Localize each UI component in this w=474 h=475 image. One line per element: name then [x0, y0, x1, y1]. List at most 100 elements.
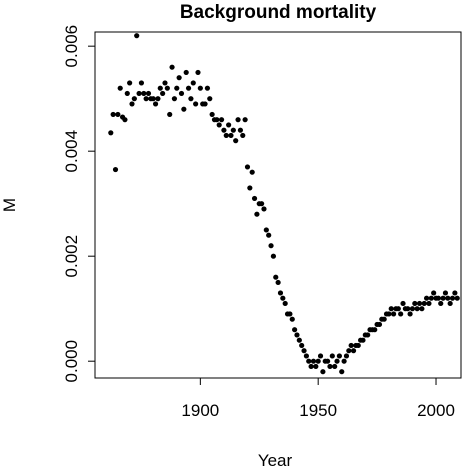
point — [204, 85, 211, 91]
point — [247, 185, 253, 191]
point — [266, 232, 272, 238]
point — [388, 306, 394, 312]
point — [428, 295, 434, 301]
point — [259, 201, 265, 207]
point — [190, 80, 196, 86]
point — [416, 300, 423, 307]
point — [426, 300, 432, 307]
point — [423, 295, 430, 301]
point — [317, 353, 324, 359]
point — [306, 358, 312, 364]
point — [270, 253, 277, 259]
point — [136, 90, 142, 97]
point — [327, 363, 333, 370]
point — [294, 332, 300, 338]
point — [282, 300, 288, 307]
point — [400, 300, 406, 307]
point — [221, 127, 227, 133]
point — [167, 111, 173, 118]
point — [122, 117, 128, 123]
point — [320, 369, 326, 375]
point — [141, 90, 147, 97]
point — [372, 327, 378, 333]
point — [435, 295, 441, 301]
point — [315, 358, 321, 364]
point — [185, 85, 192, 91]
point — [164, 85, 170, 91]
point — [438, 300, 444, 307]
point — [339, 369, 345, 375]
point — [155, 96, 161, 102]
point — [275, 279, 281, 286]
point — [183, 69, 189, 76]
point — [395, 306, 401, 312]
y-tick-label: 0.004 — [62, 130, 81, 173]
point — [421, 300, 427, 307]
point — [193, 101, 199, 107]
point — [251, 195, 258, 202]
point — [162, 80, 168, 86]
point — [386, 311, 392, 317]
point — [332, 363, 338, 370]
x-tick-label: 1900 — [181, 401, 219, 420]
point — [181, 106, 187, 112]
point — [115, 111, 121, 118]
point — [355, 342, 361, 349]
point — [381, 316, 387, 322]
point — [442, 290, 449, 296]
point — [414, 306, 420, 312]
point — [117, 85, 123, 91]
plot-frame — [94, 31, 462, 379]
point — [263, 227, 269, 233]
point — [412, 300, 418, 307]
y-tick-label: 0.002 — [62, 235, 81, 278]
point — [346, 348, 352, 354]
point — [277, 290, 284, 296]
point — [134, 33, 140, 39]
point — [299, 342, 305, 349]
point — [235, 117, 241, 123]
point — [127, 80, 133, 86]
point — [431, 290, 437, 296]
point — [419, 306, 425, 312]
point — [169, 64, 175, 70]
point — [129, 101, 135, 107]
y-tick-label: 0.006 — [62, 25, 81, 68]
point — [261, 206, 267, 212]
point — [273, 274, 279, 280]
chart-title: Background mortality — [180, 2, 377, 23]
point — [230, 127, 236, 133]
point — [440, 295, 446, 301]
point — [301, 348, 307, 354]
point — [308, 363, 314, 370]
y-tick-label: 0.000 — [62, 340, 81, 383]
point — [376, 321, 383, 328]
point — [454, 295, 460, 301]
point — [152, 101, 159, 107]
point — [254, 211, 260, 217]
point — [341, 358, 347, 364]
point — [407, 311, 413, 317]
point — [223, 132, 229, 139]
point — [188, 96, 194, 102]
point — [157, 85, 163, 91]
point — [244, 164, 251, 170]
point — [145, 90, 152, 97]
point — [445, 295, 451, 301]
point — [112, 166, 119, 173]
point — [131, 96, 137, 102]
point — [242, 117, 248, 123]
point — [296, 337, 302, 343]
point — [237, 127, 244, 133]
point — [336, 353, 342, 359]
point — [303, 353, 309, 359]
point — [197, 85, 203, 91]
point — [398, 311, 404, 317]
point — [268, 243, 274, 249]
point — [452, 290, 458, 296]
point — [174, 85, 180, 91]
point — [292, 327, 298, 333]
point — [176, 75, 182, 81]
point — [218, 117, 225, 123]
